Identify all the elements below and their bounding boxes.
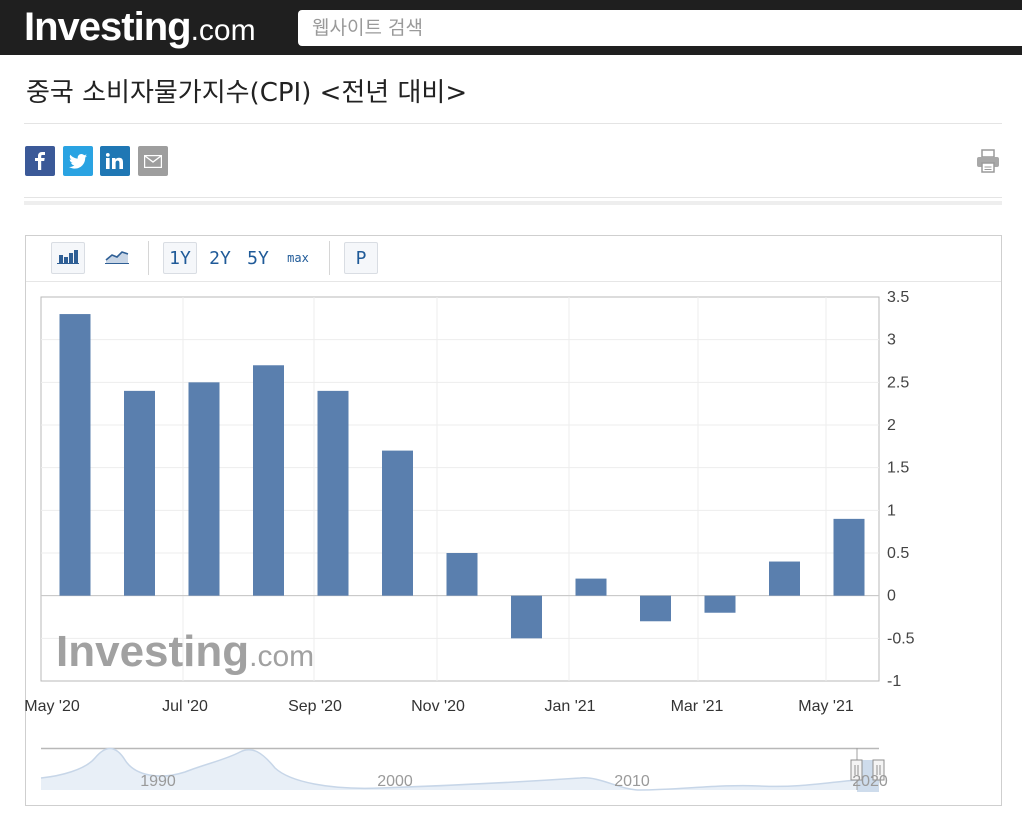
area-chart-icon <box>105 248 129 269</box>
p-button[interactable]: P <box>344 242 378 274</box>
investing-logo[interactable]: Investing.com <box>24 4 256 54</box>
y-tick-label: 1 <box>887 502 896 519</box>
bar-chart-icon <box>57 248 79 269</box>
bar-feb-21[interactable] <box>640 595 671 622</box>
facebook-icon[interactable] <box>25 146 55 176</box>
range-max-button[interactable]: max <box>280 242 316 274</box>
vertical-gridlines <box>182 297 827 681</box>
y-tick-label: 3.5 <box>887 289 909 306</box>
x-tick-label: Sep '20 <box>288 698 342 715</box>
x-tick-label: Jan '21 <box>544 698 595 715</box>
y-tick-label: 2.5 <box>887 374 909 391</box>
x-tick-label: Jul '20 <box>162 698 208 715</box>
x-tick-label: May '21 <box>798 698 854 715</box>
email-icon[interactable] <box>138 146 168 176</box>
navigator-area-series <box>41 748 857 790</box>
bar-jul-20[interactable] <box>188 382 220 596</box>
top-bar: Investing.com <box>0 0 1022 55</box>
print-icon[interactable] <box>976 149 1000 177</box>
y-tick-label: -0.5 <box>887 630 915 647</box>
bar-jun-20[interactable] <box>124 390 155 596</box>
share-divider-shadow <box>24 201 1002 205</box>
range-2y-button[interactable]: 2Y <box>203 242 237 274</box>
bar-nov-20[interactable] <box>446 553 478 596</box>
x-tick-label: Nov '20 <box>411 698 465 715</box>
plot-area <box>40 296 880 682</box>
range-5y-button[interactable]: 5Y <box>241 242 275 274</box>
y-tick-label: 0 <box>887 588 896 605</box>
bars <box>59 314 865 639</box>
linkedin-icon[interactable] <box>100 146 130 176</box>
watermark-logo: Investing.com <box>56 627 314 676</box>
bar-apr-21[interactable] <box>769 561 800 596</box>
bar-sep-20[interactable] <box>317 390 349 596</box>
page-title: 중국 소비자물가지수(CPI) <전년 대비> <box>26 78 468 108</box>
logo-text: Investing <box>24 5 192 49</box>
bar-may-20[interactable] <box>59 314 91 596</box>
navigator-line-series <box>40 747 858 791</box>
title-divider <box>24 123 1002 124</box>
y-tick-label: 3 <box>887 332 896 349</box>
navigator-right-handle[interactable] <box>872 759 885 781</box>
twitter-icon[interactable] <box>63 146 93 176</box>
share-divider <box>24 197 1002 198</box>
navigator-left-handle[interactable] <box>850 759 863 781</box>
x-tick-label: May '20 <box>24 698 80 715</box>
toolbar-separator <box>329 241 330 275</box>
x-tick-labels: May '20 Jul '20 Sep '20 Nov '20 Jan '21 Mar '… <box>24 698 854 715</box>
y-tick-label: 1.5 <box>887 460 909 477</box>
bar-oct-20[interactable] <box>382 450 413 596</box>
navigator-year-label: 2020 <box>852 773 888 790</box>
y-tick-label: -1 <box>887 673 901 690</box>
x-tick-label: Mar '21 <box>671 698 724 715</box>
bar-chart-button[interactable] <box>51 242 85 274</box>
bar-may-21[interactable] <box>833 518 865 596</box>
navigator-year-label: 2000 <box>377 773 413 790</box>
toolbar-separator <box>148 241 149 275</box>
navigator-labels: 1990 2000 2010 2020 <box>140 773 888 790</box>
navigator[interactable]: 1990 2000 2010 2020 <box>40 747 888 792</box>
y-tick-label: 2 <box>887 417 896 434</box>
navigator-year-label: 2010 <box>614 773 650 790</box>
range-1y-button[interactable]: 1Y <box>163 242 197 274</box>
y-tick-labels: 3.5 3 2.5 2 1.5 1 0.5 0 -0.5 -1 <box>887 289 915 690</box>
y-tick-label: 0.5 <box>887 545 909 562</box>
navigator-year-label: 1990 <box>140 773 176 790</box>
bar-aug-20[interactable] <box>253 365 284 596</box>
logo-suffix: .com <box>190 14 256 47</box>
area-chart-button[interactable] <box>100 242 134 274</box>
bar-dec-20[interactable] <box>511 595 542 639</box>
bar-jan-21[interactable] <box>575 578 607 596</box>
search-input[interactable] <box>298 10 1022 46</box>
toolbar-divider <box>26 281 1001 282</box>
bar-mar-21[interactable] <box>704 595 736 613</box>
